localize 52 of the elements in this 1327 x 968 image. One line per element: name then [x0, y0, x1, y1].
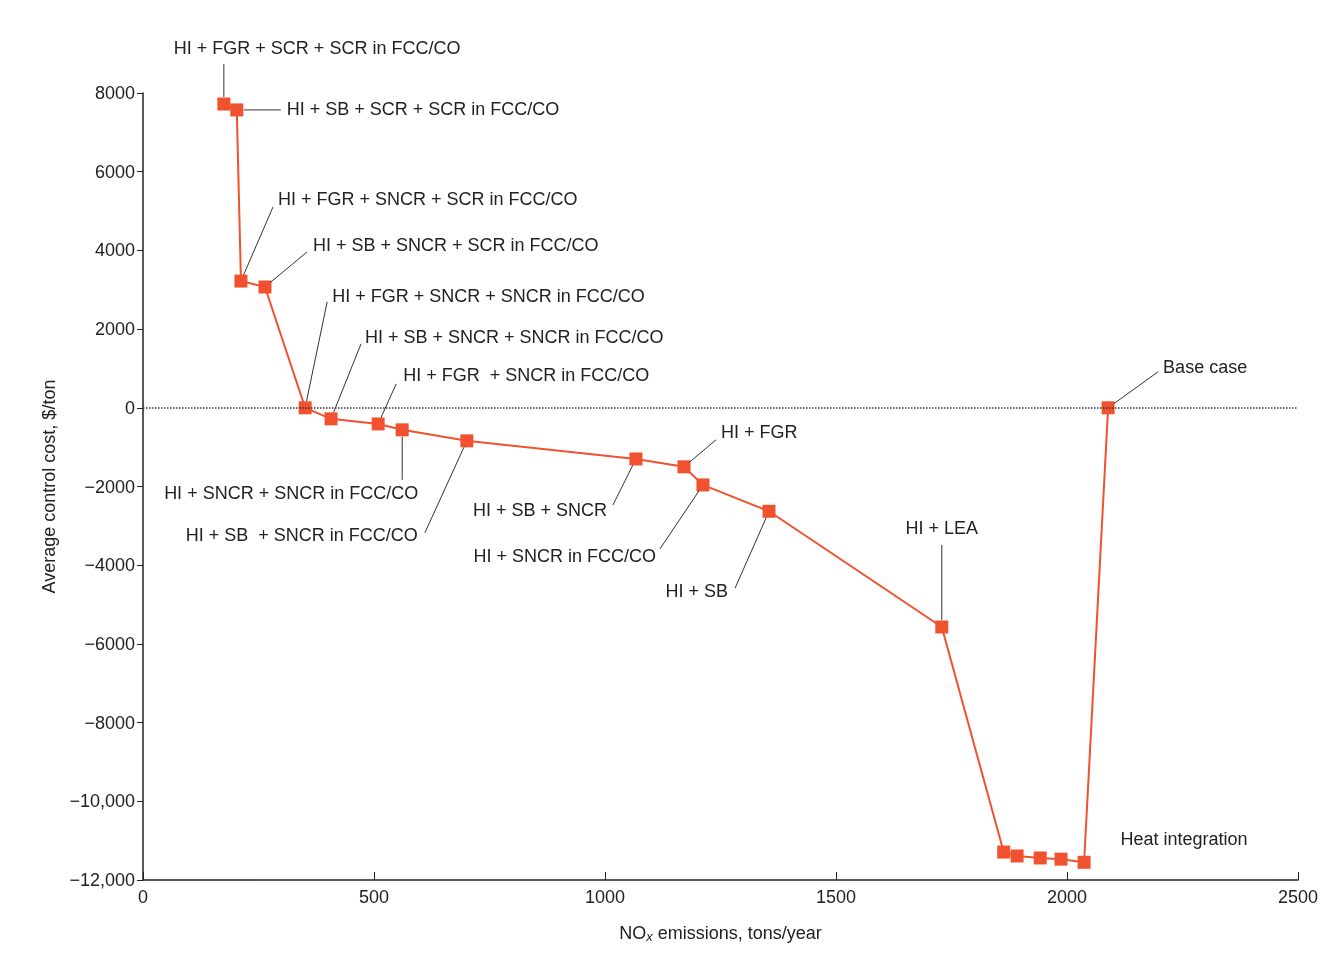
point — [997, 845, 1011, 859]
y-tick-label: 2000 — [94, 319, 135, 340]
annotation: Heat integration — [1120, 829, 1248, 850]
annotation: HI + SB + SNCR + SNCR in FCC/CO — [365, 326, 664, 347]
x-tick-label: 1500 — [815, 887, 857, 907]
x-tick-label: 500 — [358, 887, 390, 907]
point — [1033, 851, 1047, 865]
point — [935, 620, 949, 634]
annotation: HI + SB + SNCR in FCC/CO — [185, 524, 418, 545]
annotation: HI + FGR + SNCR + SNCR in FCC/CO — [332, 285, 645, 306]
y-tick-label: 6000 — [94, 161, 135, 182]
point — [460, 434, 474, 448]
point — [324, 412, 338, 426]
y-tick-label: −12,000 — [69, 870, 135, 890]
x-tick-label: 2500 — [1277, 887, 1319, 907]
point — [629, 452, 643, 466]
y-tick-label: −2000 — [84, 476, 135, 497]
annotation: HI + SB + SCR + SCR in FCC/CO — [286, 98, 560, 119]
y-tick-label: −4000 — [84, 555, 135, 576]
annotation: HI + SNCR + SNCR in FCC/CO — [164, 482, 419, 503]
x-tick-label: 1000 — [584, 887, 626, 907]
annotation: HI + FGR + SNCR + SCR in FCC/CO — [277, 188, 578, 209]
y-tick-label: 8000 — [94, 83, 135, 103]
point — [696, 478, 710, 492]
annotation: Base case — [1163, 356, 1248, 377]
y-tick-label: −8000 — [84, 712, 135, 733]
point — [1077, 855, 1091, 869]
annotation: HI + SB + SNCR + SCR in FCC/CO — [312, 234, 599, 255]
point — [217, 97, 231, 111]
annotation: HI + FGR — [721, 421, 798, 442]
annotation: HI + FGR + SCR + SCR in FCC/CO — [173, 37, 461, 58]
point — [1010, 849, 1024, 863]
annotation: HI + FGR + SNCR in FCC/CO — [403, 364, 650, 385]
point — [677, 460, 691, 474]
x-tick-label: 2000 — [1046, 887, 1088, 907]
y-tick-label: −6000 — [84, 633, 135, 654]
y-axis-title: Average control cost, $/ton — [39, 379, 59, 594]
annotation: HI + SB + SNCR — [472, 499, 607, 520]
point — [234, 274, 248, 288]
point — [230, 103, 244, 117]
point — [258, 280, 272, 294]
y-tick-label: 0 — [124, 397, 135, 418]
y-tick-label: −10,000 — [69, 791, 135, 812]
point — [1054, 852, 1068, 866]
x-tick-label: 0 — [137, 887, 149, 907]
point — [395, 423, 409, 437]
annotation: HI + SB — [665, 581, 729, 602]
y-tick-label: 4000 — [94, 240, 135, 261]
annotation: HI + LEA — [905, 517, 979, 538]
annotation: HI + SNCR in FCC/CO — [473, 545, 656, 566]
point — [371, 417, 385, 431]
point — [762, 504, 776, 518]
